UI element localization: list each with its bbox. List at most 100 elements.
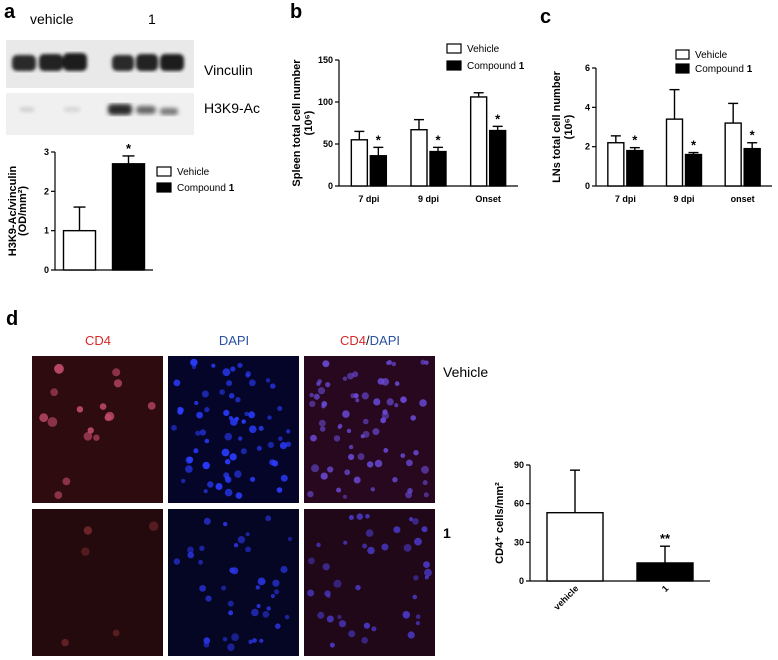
cell-nucleus xyxy=(76,406,84,413)
cell-nucleus xyxy=(251,608,259,617)
cell-nucleus xyxy=(402,611,411,619)
row-label-vehicle: Vehicle xyxy=(443,364,488,380)
cell-nucleus xyxy=(277,406,283,411)
cell-nucleus xyxy=(54,491,63,499)
cell-nucleus xyxy=(381,378,390,386)
cell-nucleus xyxy=(229,567,236,574)
chart-b-bar-9-dpi-vehicle xyxy=(410,129,428,187)
cell-nucleus xyxy=(177,406,183,413)
cell-nucleus xyxy=(198,559,204,565)
cell-nucleus xyxy=(394,381,400,386)
cell-nucleus xyxy=(313,393,320,400)
cell-nucleus xyxy=(412,594,418,600)
cell-nucleus xyxy=(370,487,375,492)
cell-nucleus xyxy=(327,466,334,473)
cell-nucleus xyxy=(195,430,201,436)
cell-nucleus xyxy=(393,526,401,534)
cell-nucleus xyxy=(413,450,419,456)
cell-nucleus xyxy=(322,563,330,571)
cell-nucleus xyxy=(403,544,412,552)
cell-nucleus xyxy=(412,518,419,525)
cell-nucleus xyxy=(423,492,429,498)
cell-nucleus xyxy=(317,387,326,395)
cell-nucleus xyxy=(342,410,350,418)
cell-nucleus xyxy=(353,476,361,484)
column-header-2: CD4/DAPI xyxy=(340,333,400,348)
chart-b-ytick-label: 50 xyxy=(323,139,333,149)
chart-c-bar-onset-vehicle xyxy=(724,122,742,187)
cell-nucleus xyxy=(256,445,262,451)
cell-nucleus xyxy=(230,418,238,426)
cell-nucleus xyxy=(407,631,415,639)
cell-nucleus xyxy=(219,389,225,395)
cell-nucleus xyxy=(278,436,283,441)
cell-nucleus xyxy=(363,622,370,629)
cell-nucleus xyxy=(265,378,271,383)
chart-a-y-axis-title: H3K9-Ac/vinculin(OD/mm²) xyxy=(7,165,29,256)
cell-nucleus xyxy=(221,448,230,457)
cell-nucleus xyxy=(205,595,212,602)
chart-a-legend-swatch-vehicle xyxy=(156,166,172,177)
cell-nucleus xyxy=(207,481,214,488)
chart-b-legend-label-vehicle: Vehicle xyxy=(467,44,500,55)
column-header-part: CD4 xyxy=(340,333,366,348)
cell-nucleus xyxy=(233,543,239,548)
cell-nucleus xyxy=(245,532,250,537)
cell-nucleus xyxy=(316,542,321,548)
chart-panel-d: 0 30 60 90 CD4⁺ cells/mm² vehicle ** 1 xyxy=(494,460,710,612)
cell-nucleus xyxy=(394,403,399,408)
cell-nucleus xyxy=(286,429,291,434)
cell-nucleus xyxy=(342,376,348,381)
cell-nucleus xyxy=(248,639,253,644)
chart-a-legend-swatch-compound-1 xyxy=(156,182,172,193)
panel-a-letter: a xyxy=(4,1,16,23)
chart-a-bar-compound-1 xyxy=(111,163,146,271)
cell-nucleus xyxy=(400,396,407,404)
cell-nucleus xyxy=(244,411,249,417)
cell-nucleus xyxy=(366,461,374,468)
cell-nucleus xyxy=(267,415,272,420)
chart-c-legend-label-compound-1: Compound 1 xyxy=(695,64,753,75)
chart-c-category-7-dpi: 7 dpi xyxy=(615,194,636,204)
cell-nucleus xyxy=(227,600,234,607)
cell-nucleus xyxy=(224,432,233,441)
cell-nucleus xyxy=(337,614,342,620)
cell-nucleus xyxy=(265,515,272,522)
cell-nucleus xyxy=(249,379,256,387)
cell-nucleus xyxy=(424,360,429,365)
chart-c-bar-9-dpi-vehicle xyxy=(665,118,684,187)
cell-nucleus xyxy=(237,362,243,368)
cell-nucleus xyxy=(112,368,121,377)
chart-c-ytick-label: 0 xyxy=(585,181,590,191)
chart-c-y-axis-title: LNs total cell number(10⁶) xyxy=(551,70,575,183)
chart-b-y-axis-title-line: Spleen total cell number xyxy=(291,59,303,187)
panel-d-letter: d xyxy=(6,308,18,330)
cell-nucleus xyxy=(363,418,369,425)
cell-nucleus xyxy=(228,393,235,399)
chart-b-ytick-label: 100 xyxy=(318,97,333,107)
cell-nucleus xyxy=(202,461,210,470)
cell-nucleus xyxy=(348,453,355,461)
column-header-part: DAPI xyxy=(219,333,249,348)
chart-d-y-axis-title: CD4⁺ cells/mm² xyxy=(494,482,506,564)
cell-nucleus xyxy=(316,381,321,386)
chart-a-legend-label-vehicle: Vehicle xyxy=(177,167,210,178)
cell-nucleus xyxy=(309,400,316,407)
chart-c-ytick-label: 2 xyxy=(585,142,590,152)
cell-nucleus xyxy=(276,487,283,493)
cell-nucleus xyxy=(347,372,354,380)
cell-nucleus xyxy=(344,469,351,476)
cell-nucleus xyxy=(387,360,392,365)
cell-nucleus xyxy=(196,411,204,419)
cell-nucleus xyxy=(258,425,264,431)
cell-nucleus xyxy=(223,409,230,416)
cell-nucleus xyxy=(280,565,288,574)
chart-a-y-axis-title-line: H3K9-Ac/vinculin xyxy=(7,165,19,256)
cell-nucleus xyxy=(222,368,231,377)
chart-b-significance-9-dpi: * xyxy=(435,132,441,147)
chart-b-significance-7-dpi: * xyxy=(376,132,382,147)
cell-nucleus xyxy=(310,434,317,442)
cell-nucleus xyxy=(229,453,237,461)
chart-c-legend-text-bold: 1 xyxy=(747,64,753,75)
cell-nucleus xyxy=(39,413,49,423)
